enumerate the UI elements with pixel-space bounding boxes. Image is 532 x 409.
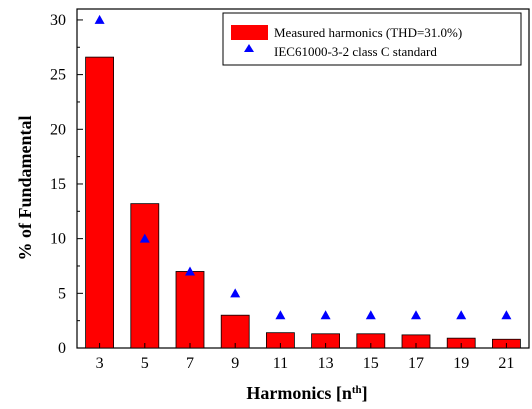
x-tick-label-17: 17: [408, 355, 424, 372]
x-tick-label-21: 21: [498, 355, 514, 372]
standard-point-11: [275, 310, 286, 320]
standard-point-15: [365, 310, 376, 320]
x-axis-title: Harmonics [nth]: [246, 383, 367, 403]
y-axis-title: % of Fundamental: [15, 115, 35, 260]
standard-point-9: [230, 288, 241, 298]
y-tick-label-20: 20: [50, 121, 66, 138]
bar-3: [85, 56, 114, 349]
x-tick-label-7: 7: [186, 355, 194, 372]
legend-label-standard: IEC61000-3-2 class C standard: [274, 44, 437, 59]
y-axis: 0 5 10 15 20 25 30: [50, 12, 83, 357]
x-tick-label-9: 9: [231, 355, 239, 372]
x-axis: 3 5 7 9 11 13 15 17 19 21: [96, 343, 514, 372]
standard-point-21: [501, 310, 512, 320]
x-tick-label-3: 3: [96, 355, 104, 372]
y-tick-label-25: 25: [50, 67, 66, 84]
standard-point-13: [320, 310, 331, 320]
plot-frame: [76, 8, 530, 349]
x-axis-title-end: ]: [362, 383, 368, 403]
bar-5: [130, 203, 160, 349]
legend: Measured harmonics (THD=31.0%) IEC61000-…: [222, 12, 522, 66]
x-tick-label-19: 19: [453, 355, 469, 372]
y-tick-label-30: 30: [50, 12, 66, 29]
legend-swatch-measured: [231, 25, 268, 40]
bar-9: [220, 314, 250, 349]
standard-point-3: [94, 14, 105, 24]
x-axis-title-sup: th: [352, 384, 362, 396]
x-axis-title-main: Harmonics [n: [246, 383, 352, 403]
standard-point-5: [139, 233, 150, 243]
legend-marker-standard: [244, 44, 254, 52]
x-tick-label-11: 11: [273, 355, 288, 372]
legend-label-measured: Measured harmonics (THD=31.0%): [274, 25, 462, 40]
plot-area: [76, 8, 530, 349]
y-tick-label-0: 0: [58, 340, 66, 357]
x-tick-label-15: 15: [363, 355, 379, 372]
y-tick-label-15: 15: [50, 176, 66, 193]
y-tick-label-10: 10: [50, 231, 66, 248]
x-tick-label-13: 13: [318, 355, 334, 372]
bar-7: [175, 271, 205, 349]
legend-box: [222, 12, 522, 66]
y-tick-label-5: 5: [58, 285, 66, 302]
standard-point-17: [411, 310, 421, 320]
standard-point-19: [456, 310, 467, 320]
x-tick-label-5: 5: [141, 355, 149, 372]
standard-point-7: [185, 266, 195, 276]
